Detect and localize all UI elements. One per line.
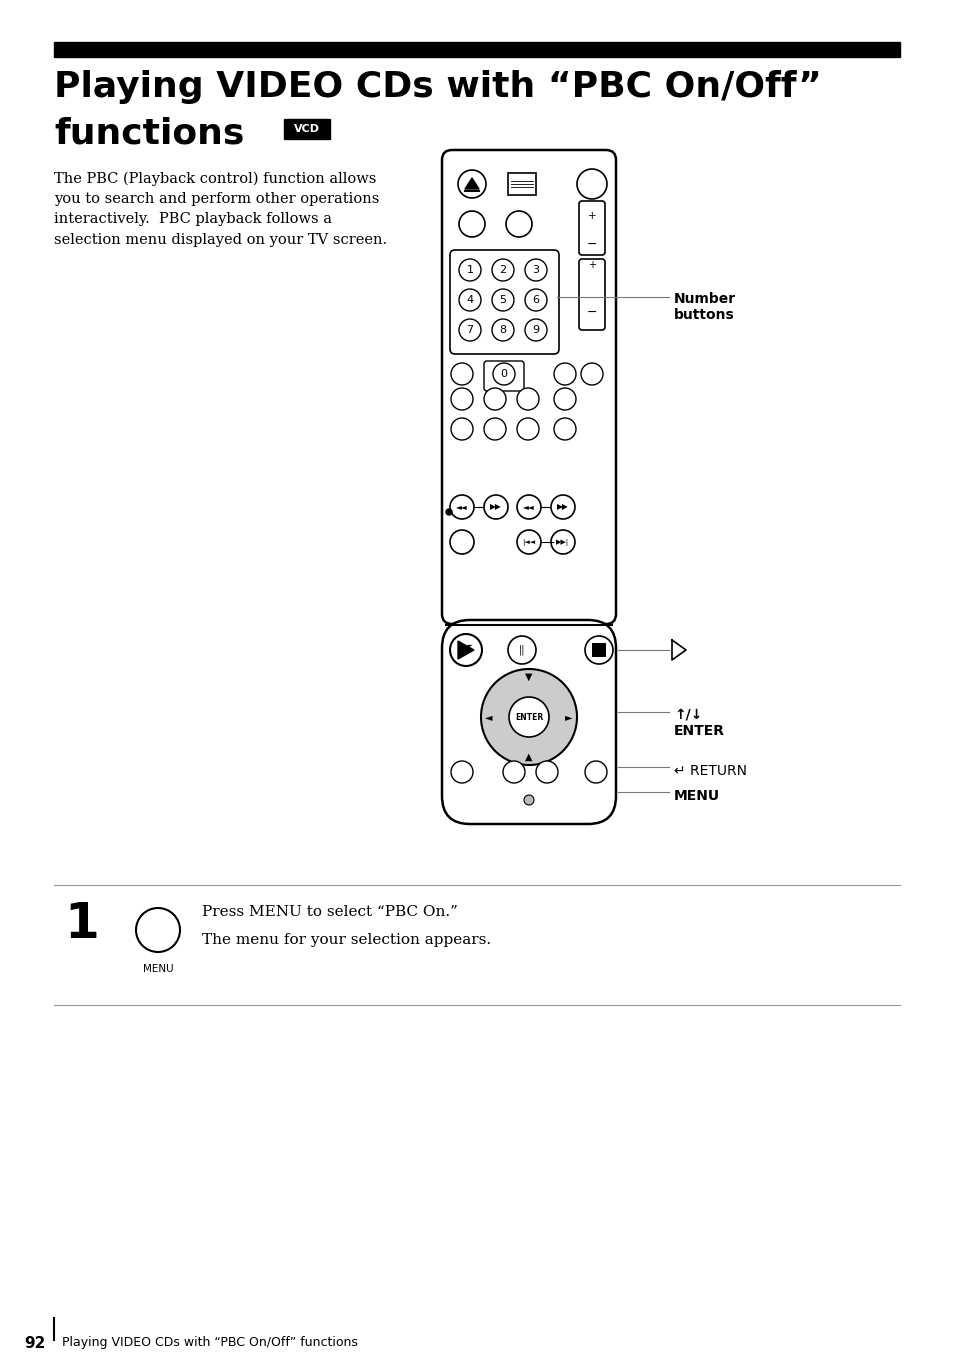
Circle shape bbox=[523, 795, 534, 804]
Text: ↺: ↺ bbox=[459, 644, 472, 657]
Circle shape bbox=[509, 698, 548, 737]
Text: ↑/↓
ENTER: ↑/↓ ENTER bbox=[673, 708, 724, 738]
Circle shape bbox=[457, 170, 485, 197]
FancyBboxPatch shape bbox=[450, 250, 558, 354]
Text: ▼: ▼ bbox=[525, 672, 532, 681]
Circle shape bbox=[524, 319, 546, 341]
Circle shape bbox=[524, 289, 546, 311]
Circle shape bbox=[451, 761, 473, 783]
Text: ◄◄: ◄◄ bbox=[456, 503, 467, 511]
Text: ||: || bbox=[518, 645, 525, 656]
Circle shape bbox=[554, 362, 576, 385]
Circle shape bbox=[483, 418, 505, 439]
Text: functions: functions bbox=[54, 118, 244, 151]
Bar bbox=[592, 644, 605, 657]
Circle shape bbox=[450, 495, 474, 519]
Circle shape bbox=[458, 260, 480, 281]
Circle shape bbox=[584, 635, 613, 664]
Text: 5: 5 bbox=[499, 295, 506, 306]
Bar bbox=[54, 42, 899, 57]
Circle shape bbox=[451, 362, 473, 385]
Circle shape bbox=[517, 495, 540, 519]
Circle shape bbox=[480, 669, 577, 765]
Text: ENTER: ENTER bbox=[515, 713, 542, 722]
Circle shape bbox=[551, 495, 575, 519]
Text: ▶▶: ▶▶ bbox=[557, 503, 568, 511]
Circle shape bbox=[483, 388, 505, 410]
Circle shape bbox=[446, 508, 452, 515]
Text: 9: 9 bbox=[532, 324, 539, 335]
Text: −: − bbox=[586, 238, 597, 250]
Text: 7: 7 bbox=[466, 324, 473, 335]
Circle shape bbox=[517, 418, 538, 439]
Text: Playing VIDEO CDs with “PBC On/Off”: Playing VIDEO CDs with “PBC On/Off” bbox=[54, 70, 821, 104]
Circle shape bbox=[492, 319, 514, 341]
Text: 4: 4 bbox=[466, 295, 473, 306]
Circle shape bbox=[458, 319, 480, 341]
Circle shape bbox=[451, 388, 473, 410]
Text: ▲: ▲ bbox=[525, 752, 532, 763]
Text: Press MENU to select “PBC On.”: Press MENU to select “PBC On.” bbox=[202, 904, 457, 919]
Text: 1: 1 bbox=[466, 265, 473, 274]
Circle shape bbox=[492, 260, 514, 281]
Text: ◄◄: ◄◄ bbox=[522, 503, 535, 511]
Text: MENU: MENU bbox=[143, 964, 173, 973]
Circle shape bbox=[450, 530, 474, 554]
Bar bbox=[284, 119, 330, 139]
Text: The PBC (Playback control) function allows
you to search and perform other opera: The PBC (Playback control) function allo… bbox=[54, 172, 387, 246]
Circle shape bbox=[483, 495, 507, 519]
Circle shape bbox=[458, 289, 480, 311]
Bar bbox=[507, 173, 536, 195]
Circle shape bbox=[584, 761, 606, 783]
Text: 0: 0 bbox=[500, 369, 507, 379]
Circle shape bbox=[517, 530, 540, 554]
Circle shape bbox=[554, 418, 576, 439]
Circle shape bbox=[136, 909, 180, 952]
Circle shape bbox=[450, 634, 481, 667]
Text: ↵ RETURN: ↵ RETURN bbox=[673, 764, 746, 777]
Text: 3: 3 bbox=[532, 265, 539, 274]
Circle shape bbox=[577, 169, 606, 199]
Circle shape bbox=[507, 635, 536, 664]
Circle shape bbox=[451, 418, 473, 439]
Text: Number
buttons: Number buttons bbox=[673, 292, 736, 322]
FancyBboxPatch shape bbox=[578, 201, 604, 256]
Text: ◄: ◄ bbox=[485, 713, 493, 722]
Circle shape bbox=[505, 211, 532, 237]
Circle shape bbox=[551, 530, 575, 554]
Text: 6: 6 bbox=[532, 295, 539, 306]
Text: 1: 1 bbox=[64, 900, 99, 948]
FancyBboxPatch shape bbox=[441, 621, 616, 823]
Text: 2: 2 bbox=[499, 265, 506, 274]
Text: |◄◄: |◄◄ bbox=[522, 538, 535, 545]
Text: The menu for your selection appears.: The menu for your selection appears. bbox=[202, 933, 491, 946]
Text: +: + bbox=[587, 211, 596, 220]
Circle shape bbox=[517, 388, 538, 410]
FancyBboxPatch shape bbox=[578, 260, 604, 330]
Text: −: − bbox=[586, 306, 597, 319]
Circle shape bbox=[502, 761, 524, 783]
Text: 8: 8 bbox=[499, 324, 506, 335]
FancyBboxPatch shape bbox=[483, 361, 523, 391]
Circle shape bbox=[493, 362, 515, 385]
Text: ▶▶|: ▶▶| bbox=[556, 538, 569, 545]
Circle shape bbox=[580, 362, 602, 385]
FancyBboxPatch shape bbox=[441, 150, 616, 625]
Text: ▶▶: ▶▶ bbox=[490, 503, 501, 511]
Text: Playing VIDEO CDs with “PBC On/Off” functions: Playing VIDEO CDs with “PBC On/Off” func… bbox=[62, 1336, 357, 1349]
Circle shape bbox=[554, 388, 576, 410]
Text: 92: 92 bbox=[25, 1336, 46, 1351]
Circle shape bbox=[536, 761, 558, 783]
Circle shape bbox=[524, 260, 546, 281]
Text: ►: ► bbox=[565, 713, 572, 722]
Text: +: + bbox=[587, 260, 596, 270]
Text: MENU: MENU bbox=[673, 790, 720, 803]
Circle shape bbox=[492, 289, 514, 311]
Circle shape bbox=[458, 211, 484, 237]
Polygon shape bbox=[464, 178, 478, 189]
Polygon shape bbox=[457, 641, 474, 658]
Text: VCD: VCD bbox=[294, 124, 319, 134]
